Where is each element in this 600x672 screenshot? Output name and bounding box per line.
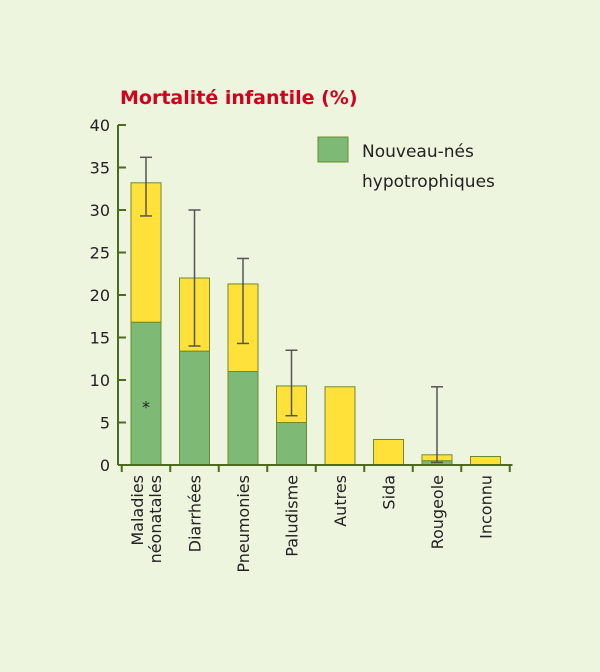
y-tick-label-25: 25 (90, 244, 110, 263)
bar-hypotrophic-3 (276, 422, 307, 466)
error-bars-group (140, 156, 443, 464)
x-tick-label-1: Diarrhées (186, 475, 205, 552)
legend: Nouveau-nés hypotrophiques (317, 136, 495, 192)
y-tick-label-40: 40 (90, 116, 110, 135)
y-tick-label-15: 15 (90, 329, 110, 348)
y-tick-label-5: 5 (100, 414, 110, 433)
legend-swatch-hypotrophic (317, 136, 349, 163)
annotation-0: * (142, 398, 150, 417)
chart-title: Mortalité infantile (%) (120, 87, 358, 109)
x-tick-label-line-1-0: Diarrhées (186, 475, 205, 552)
y-tick-label-0: 0 (100, 456, 110, 475)
y-tick-label-20: 20 (90, 286, 110, 305)
x-tick-label-2: Pneumonies (234, 475, 253, 573)
bar-hypotrophic-1 (179, 350, 210, 466)
x-tick-label-line-0-0: Maladies (128, 475, 147, 546)
bar-other-5 (373, 439, 404, 466)
x-tick-label-line-0-1: néonatales (146, 475, 165, 563)
legend-label-hypotrophic: Nouveau-nés hypotrophiques (362, 142, 495, 192)
y-tick-label-35: 35 (90, 159, 110, 178)
axes-group: 0 5 10 15 20 25 30 35 40 Maladiesnéonatales Diarrh… (90, 116, 513, 573)
bar-other-4 (324, 386, 356, 466)
bars-group (130, 182, 501, 466)
legend-label-line-1: Nouveau-nés (362, 142, 474, 162)
x-tick-label-0: Maladiesnéonatales (128, 475, 165, 563)
x-tick-label-line-4-0: Autres (331, 475, 350, 527)
x-tick-label-4: Autres (331, 475, 350, 527)
x-tick-label-line-2-0: Pneumonies (234, 475, 253, 573)
x-tick-label-7: Inconnu (477, 475, 496, 539)
bar-hypotrophic-2 (227, 371, 259, 466)
x-tick-label-line-5-0: Sida (380, 475, 399, 510)
bar-other-7 (470, 456, 501, 466)
annotations-group: * (142, 398, 150, 417)
bar-hypotrophic-0 (130, 321, 162, 466)
x-tick-label-line-3-0: Paludisme (283, 475, 302, 557)
y-tick-label-10: 10 (90, 371, 110, 390)
x-tick-label-6: Rougeole (428, 475, 447, 549)
y-tick-label-30: 30 (90, 201, 110, 220)
x-tick-label-line-7-0: Inconnu (477, 475, 496, 539)
x-tick-label-5: Sida (380, 475, 399, 510)
x-tick-label-3: Paludisme (283, 475, 302, 557)
legend-label-line-2: hypotrophiques (362, 172, 495, 192)
x-tick-label-line-6-0: Rougeole (428, 475, 447, 549)
